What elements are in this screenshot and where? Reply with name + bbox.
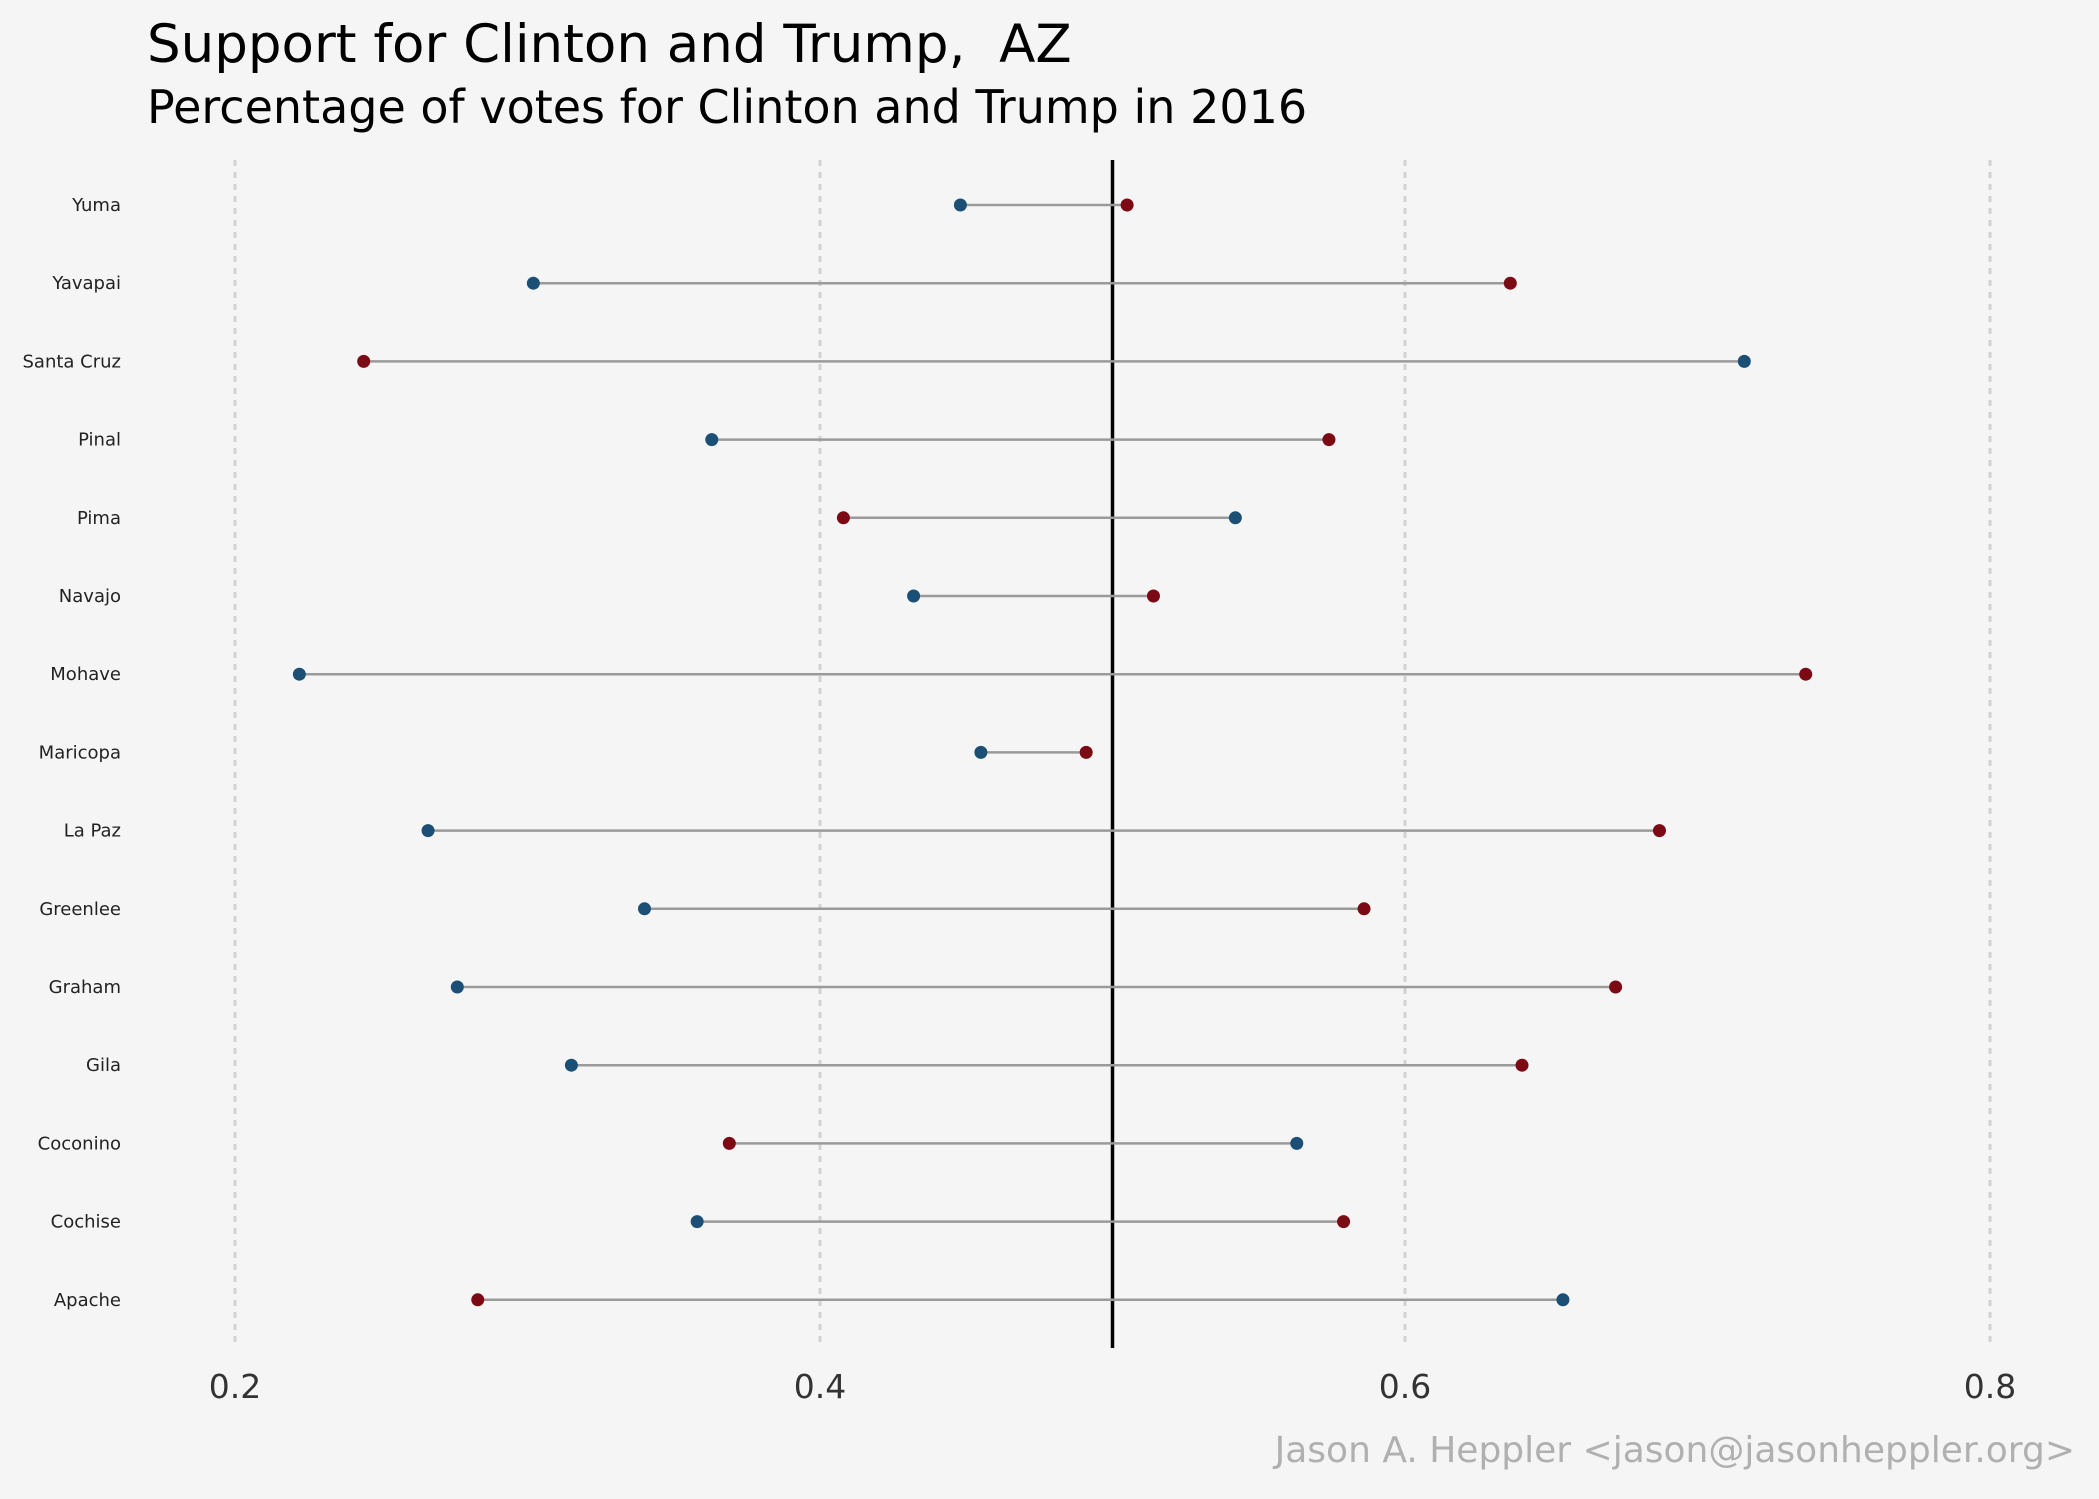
clinton-point [564, 1058, 578, 1072]
trump-point [1146, 589, 1160, 603]
trump-point [1515, 1058, 1529, 1072]
x-tick-label: 0.4 [794, 1367, 846, 1406]
clinton-point [638, 902, 651, 916]
y-tick-label: Yavapai [51, 273, 121, 294]
clinton-point [705, 433, 719, 447]
chart-title: Support for Clinton and Trump, AZ [147, 14, 1072, 75]
y-tick-label: Gila [86, 1055, 121, 1076]
trump-point [1079, 745, 1093, 759]
y-tick-label: Mohave [50, 664, 121, 685]
x-tick-label: 0.2 [209, 1367, 261, 1406]
points [292, 198, 1813, 1307]
y-tick-labels: Yuma Yavapai Santa Cruz Pinal Pima Navajo Moha… [23, 195, 122, 1311]
clinton-point [953, 198, 967, 212]
y-tick-label: Pinal [78, 430, 121, 451]
trump-point [1609, 980, 1623, 994]
trump-point [1322, 433, 1336, 447]
clinton-point [421, 824, 435, 838]
x-tick-labels: 0.2 0.4 0.6 0.8 [209, 1367, 2016, 1406]
y-tick-label: La Paz [64, 821, 121, 842]
y-tick-label: Graham [49, 977, 121, 998]
trump-point [471, 1293, 485, 1307]
clinton-point [450, 980, 464, 994]
y-tick-label: Cochise [51, 1212, 121, 1233]
trump-point [1503, 276, 1517, 290]
y-tick-label: Santa Cruz [23, 351, 122, 372]
x-tick-label: 0.6 [1379, 1367, 1431, 1406]
y-tick-label: Pima [77, 508, 121, 529]
trump-point [722, 1136, 736, 1150]
segments [299, 203, 1806, 1302]
y-tick-label: Apache [54, 1290, 121, 1311]
trump-point [1120, 198, 1134, 212]
trump-point [1799, 667, 1813, 681]
y-tick-label: Coconino [38, 1133, 121, 1154]
trump-point [836, 511, 850, 525]
clinton-point [974, 745, 988, 759]
y-tick-label: Maricopa [39, 742, 121, 763]
trump-point [357, 354, 371, 368]
clinton-point [907, 589, 921, 603]
trump-point [1357, 902, 1371, 916]
y-tick-label: Yuma [71, 195, 121, 216]
clinton-point [292, 667, 306, 681]
x-tick-label: 0.8 [1964, 1367, 2016, 1406]
trump-point [1652, 824, 1666, 838]
chart-subtitle: Percentage of votes for Clinton and Trum… [147, 80, 1308, 134]
trump-point [1337, 1215, 1351, 1229]
clinton-point [1737, 354, 1751, 368]
clinton-point [526, 276, 540, 290]
clinton-point [1290, 1136, 1304, 1150]
y-tick-label: Greenlee [39, 899, 121, 920]
y-tick-label: Navajo [59, 586, 121, 607]
caption: Jason A. Heppler <jason@jasonheppler.org… [1274, 1430, 2075, 1471]
grid-lines [233, 160, 1992, 1348]
clinton-point [1556, 1293, 1570, 1307]
clinton-point [1228, 511, 1242, 525]
clinton-point [690, 1215, 704, 1229]
